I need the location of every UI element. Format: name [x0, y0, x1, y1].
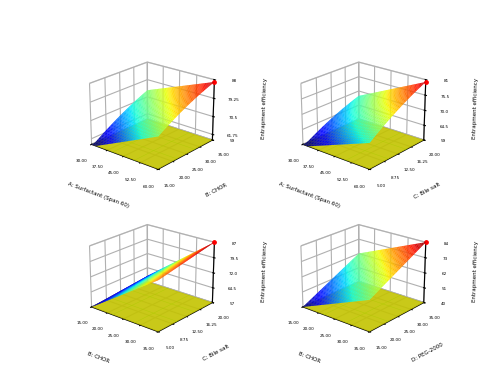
- X-axis label: B: CHOR: B: CHOR: [298, 351, 321, 364]
- Y-axis label: C: Bile salt: C: Bile salt: [414, 181, 442, 199]
- Y-axis label: C: Bile salt: C: Bile salt: [202, 344, 230, 362]
- X-axis label: A: Surfactant (Span 60): A: Surfactant (Span 60): [278, 182, 341, 209]
- Y-axis label: D: PEG-2000: D: PEG-2000: [411, 342, 444, 363]
- X-axis label: A: Surfactant (Span 60): A: Surfactant (Span 60): [67, 182, 130, 209]
- Y-axis label: B: CHOR: B: CHOR: [205, 183, 228, 198]
- X-axis label: B: CHOR: B: CHOR: [86, 351, 110, 364]
